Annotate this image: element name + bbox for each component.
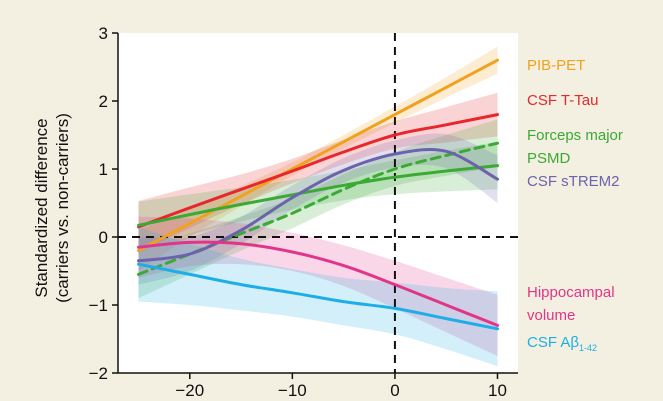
legend-item: CSF sTREM2 bbox=[527, 173, 620, 190]
y-tick-label: 3 bbox=[99, 24, 108, 43]
legend: PIB-PET CSF T-Tau Forceps major PSMD CSF sTR… bbox=[527, 57, 623, 353]
legend-item: Forceps major bbox=[527, 127, 623, 144]
legend-item: PSMD bbox=[527, 150, 571, 167]
y-axis-title: Standardized difference (carriers vs. no… bbox=[32, 113, 72, 303]
series-line-csf-a-1-42 bbox=[137, 262, 499, 331]
series-line-forceps-major bbox=[137, 164, 499, 227]
series-line-hippocampal-volume bbox=[137, 240, 499, 327]
y-tick-label: −1 bbox=[89, 296, 108, 315]
x-tick-label: −20 bbox=[175, 381, 204, 400]
y-axis-title-line1: Standardized difference bbox=[32, 118, 51, 297]
legend-item: Hippocampal bbox=[527, 284, 615, 301]
legend-item: PIB-PET bbox=[527, 57, 585, 74]
x-tick-label: −10 bbox=[278, 381, 307, 400]
y-tick-label: 1 bbox=[99, 160, 108, 179]
series-line-csf-strem2 bbox=[137, 147, 499, 263]
x-tick-label: 0 bbox=[390, 381, 399, 400]
series-lines bbox=[137, 58, 499, 331]
series-line-csf-t-tau bbox=[137, 113, 499, 229]
y-tick-label: −2 bbox=[89, 364, 108, 383]
band-pib-pet bbox=[138, 46, 498, 271]
legend-subscript: 1-42 bbox=[579, 343, 597, 353]
series-line-pib-pet bbox=[137, 58, 499, 253]
y-axis-title-line2: (carriers vs. non-carriers) bbox=[53, 113, 72, 303]
legend-item: volume bbox=[527, 307, 575, 324]
y-tick-label: 0 bbox=[99, 228, 108, 247]
y-tick-label: 2 bbox=[99, 92, 108, 111]
band-forceps-major bbox=[138, 141, 498, 250]
plot-area bbox=[118, 33, 518, 373]
reference-lines bbox=[118, 33, 518, 373]
band-hippocampal-volume bbox=[138, 216, 498, 356]
band-csf-strem2 bbox=[138, 133, 498, 285]
x-tick-label: 10 bbox=[488, 381, 507, 400]
legend-item: CSF T-Tau bbox=[527, 92, 598, 109]
